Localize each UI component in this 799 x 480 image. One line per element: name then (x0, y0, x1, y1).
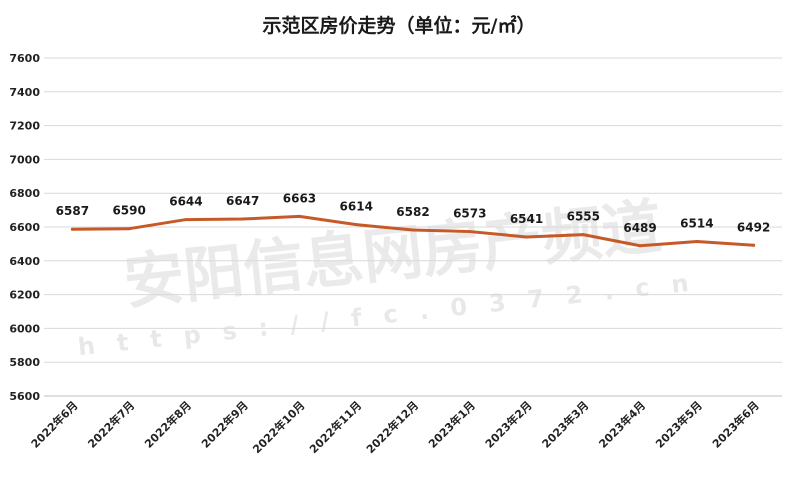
data-point (411, 228, 415, 232)
watermark: 安阳信息网房产频道 https://fc.0372.cn (77, 192, 712, 361)
data-point (525, 235, 529, 239)
chart-title: 示范区房价走势（单位：元/㎡） (263, 14, 536, 37)
data-label: 6590 (112, 204, 145, 218)
data-point (638, 244, 642, 248)
data-point (184, 218, 188, 222)
data-label: 6587 (56, 204, 89, 218)
x-tick-label: 2023年4月 (596, 398, 649, 451)
x-tick-label: 2023年1月 (425, 398, 478, 451)
data-point (468, 230, 472, 234)
data-label: 6644 (169, 195, 202, 209)
series (70, 214, 756, 248)
data-point (354, 223, 358, 227)
y-tick-label: 6200 (9, 289, 40, 302)
data-label: 6647 (226, 194, 259, 208)
x-tick-label: 2023年2月 (482, 398, 535, 451)
y-tick-label: 6000 (9, 322, 40, 335)
y-tick-label: 5600 (9, 390, 40, 403)
x-tick-label: 2023年3月 (539, 398, 592, 451)
data-label: 6541 (510, 212, 543, 226)
data-labels: 6587 6590 6644 6647 6663 6614 6582 6573 6541 6555… (56, 191, 771, 234)
data-label: 6614 (340, 200, 373, 214)
data-point (581, 233, 585, 237)
data-point (127, 227, 131, 231)
x-tick-label: 2022年6月 (28, 398, 81, 451)
data-point (70, 227, 74, 231)
x-tick-label: 2022年10月 (250, 398, 308, 456)
x-tick-label: 2022年11月 (306, 398, 364, 456)
data-point (241, 217, 245, 221)
data-label: 6514 (680, 217, 713, 231)
x-tick-label: 2022年12月 (363, 398, 421, 456)
x-tick-label: 2023年5月 (652, 398, 705, 451)
data-point (297, 214, 301, 218)
y-tick-label: 7400 (9, 86, 40, 99)
data-label: 6663 (283, 191, 316, 205)
y-tick-label: 7000 (9, 153, 40, 166)
grid (44, 57, 782, 397)
y-tick-label: 5800 (9, 356, 40, 369)
y-tick-label: 7200 (9, 120, 40, 133)
data-point (695, 240, 699, 244)
x-tick-label: 2022年8月 (142, 398, 195, 451)
x-tick-label: 2023年6月 (709, 398, 762, 451)
data-point (752, 243, 756, 247)
y-tick-label: 6600 (9, 221, 40, 234)
data-label: 6555 (567, 210, 600, 224)
data-label: 6492 (737, 220, 770, 234)
y-tick-label: 6800 (9, 187, 40, 200)
x-tick-label: 2022年7月 (85, 398, 138, 451)
data-label: 6573 (453, 207, 486, 221)
data-label: 6489 (623, 221, 656, 235)
data-label: 6582 (396, 205, 429, 219)
x-tick-label: 2022年9月 (198, 398, 251, 451)
y-tick-label: 7600 (9, 52, 40, 65)
y-tick-label: 6400 (9, 255, 40, 268)
